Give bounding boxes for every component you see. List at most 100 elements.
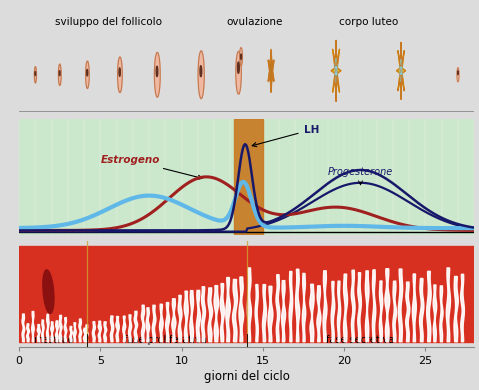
Polygon shape — [268, 50, 274, 92]
Polygon shape — [92, 322, 95, 342]
Ellipse shape — [86, 61, 89, 89]
Ellipse shape — [200, 66, 202, 76]
Polygon shape — [202, 287, 205, 342]
Text: corpo luteo: corpo luteo — [339, 17, 398, 27]
Polygon shape — [323, 271, 327, 342]
Polygon shape — [116, 316, 119, 342]
Ellipse shape — [236, 51, 241, 94]
Polygon shape — [37, 324, 40, 342]
Polygon shape — [208, 288, 213, 342]
Polygon shape — [123, 316, 125, 342]
Polygon shape — [247, 268, 251, 342]
Polygon shape — [289, 271, 293, 342]
X-axis label: giorni del ciclo: giorni del ciclo — [204, 370, 290, 383]
Polygon shape — [59, 316, 62, 342]
Ellipse shape — [240, 48, 242, 66]
Polygon shape — [51, 322, 54, 342]
Ellipse shape — [154, 52, 160, 97]
Bar — [19, 246, 474, 342]
Polygon shape — [427, 271, 431, 342]
Polygon shape — [86, 325, 88, 342]
Polygon shape — [46, 314, 49, 342]
Polygon shape — [128, 315, 132, 342]
Ellipse shape — [59, 71, 60, 76]
Polygon shape — [220, 284, 225, 342]
Polygon shape — [22, 314, 25, 342]
Polygon shape — [337, 281, 341, 342]
Polygon shape — [64, 317, 67, 342]
Polygon shape — [196, 291, 201, 342]
Polygon shape — [440, 286, 443, 342]
Ellipse shape — [34, 67, 36, 83]
Ellipse shape — [58, 64, 61, 85]
Polygon shape — [351, 270, 355, 342]
Ellipse shape — [119, 68, 120, 76]
Polygon shape — [302, 273, 306, 342]
Polygon shape — [276, 275, 280, 342]
Polygon shape — [79, 319, 82, 342]
Polygon shape — [226, 278, 230, 342]
Text: Estrogeno: Estrogeno — [101, 155, 202, 179]
Polygon shape — [296, 269, 300, 342]
Polygon shape — [232, 280, 238, 342]
Polygon shape — [379, 281, 383, 342]
Polygon shape — [239, 277, 244, 342]
Polygon shape — [331, 40, 341, 101]
Polygon shape — [334, 58, 338, 83]
Polygon shape — [397, 42, 406, 99]
Text: LH: LH — [252, 125, 319, 147]
Ellipse shape — [240, 54, 241, 59]
Polygon shape — [310, 284, 314, 342]
Polygon shape — [433, 285, 437, 342]
Polygon shape — [160, 304, 163, 342]
Polygon shape — [393, 281, 397, 342]
Polygon shape — [454, 277, 458, 342]
Polygon shape — [26, 324, 30, 342]
Text: Progesterone: Progesterone — [328, 167, 393, 185]
Polygon shape — [420, 278, 424, 342]
Polygon shape — [398, 269, 403, 342]
Ellipse shape — [198, 51, 204, 99]
Ellipse shape — [457, 71, 458, 74]
Polygon shape — [32, 312, 34, 342]
Ellipse shape — [457, 67, 459, 82]
Text: ovulazione: ovulazione — [227, 17, 283, 27]
Polygon shape — [372, 270, 376, 342]
Polygon shape — [190, 291, 194, 342]
Text: mestruo: mestruo — [33, 335, 74, 345]
Polygon shape — [406, 282, 410, 342]
Polygon shape — [172, 299, 176, 342]
Polygon shape — [412, 274, 416, 342]
Text: fase secretiva: fase secretiva — [326, 335, 395, 345]
Polygon shape — [146, 308, 149, 342]
Polygon shape — [399, 60, 403, 82]
Polygon shape — [282, 281, 285, 342]
Polygon shape — [446, 268, 450, 342]
Text: fase proliferativa: fase proliferativa — [124, 335, 207, 345]
Polygon shape — [74, 323, 76, 342]
Ellipse shape — [87, 69, 88, 76]
Polygon shape — [385, 269, 390, 342]
Bar — [234, 119, 263, 235]
Polygon shape — [70, 326, 72, 342]
Polygon shape — [461, 274, 465, 342]
Polygon shape — [134, 311, 137, 342]
Polygon shape — [214, 285, 218, 342]
Polygon shape — [365, 271, 369, 342]
Polygon shape — [56, 321, 58, 342]
Polygon shape — [184, 291, 188, 342]
Polygon shape — [255, 285, 258, 342]
Polygon shape — [110, 316, 114, 342]
Polygon shape — [331, 282, 335, 342]
Ellipse shape — [117, 57, 122, 92]
Polygon shape — [178, 295, 182, 342]
Polygon shape — [166, 303, 170, 342]
Text: sviluppo del follicolo: sviluppo del follicolo — [55, 17, 162, 27]
Polygon shape — [83, 328, 87, 342]
Ellipse shape — [156, 66, 158, 76]
Polygon shape — [317, 286, 321, 342]
Polygon shape — [98, 321, 102, 342]
Polygon shape — [358, 273, 361, 342]
Ellipse shape — [238, 62, 240, 73]
Polygon shape — [152, 305, 156, 342]
